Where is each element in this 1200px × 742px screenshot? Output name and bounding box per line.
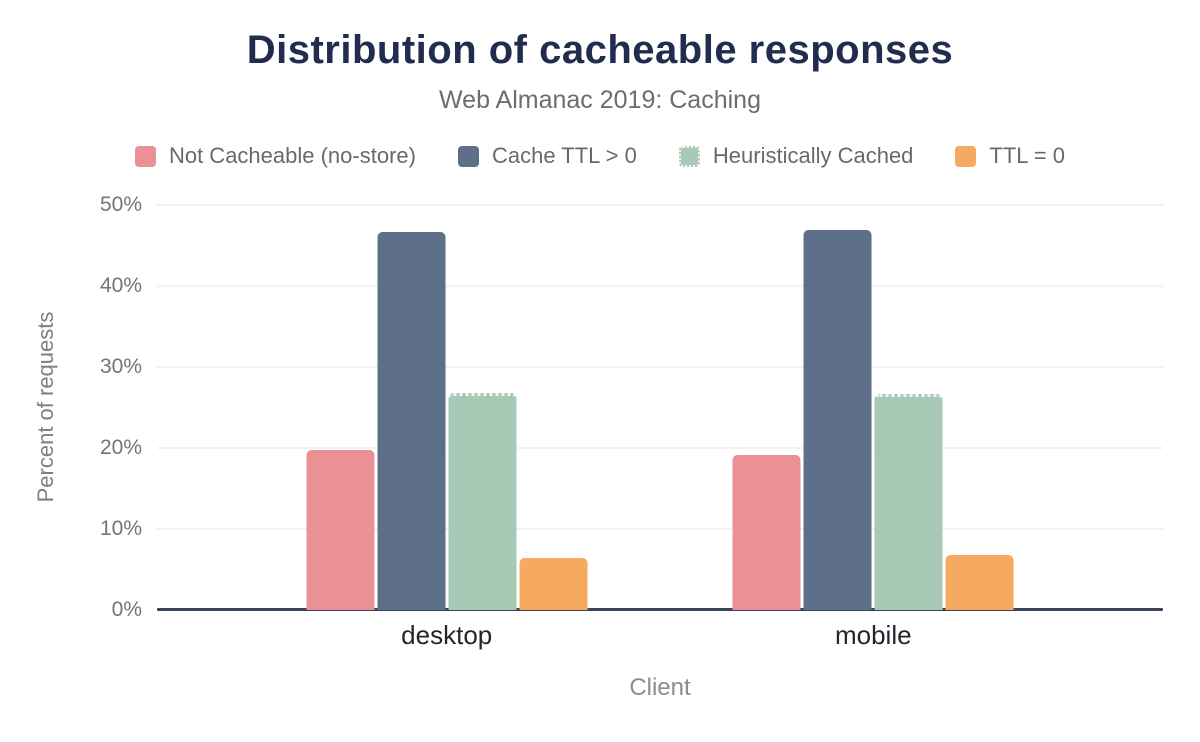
legend-label: Cache TTL > 0 — [491, 143, 637, 168]
legend: Not Cacheable (no-store) Cache TTL > 0 Heu… — [0, 143, 1200, 169]
legend-swatch-icon — [134, 145, 156, 167]
y-tick-label: 30% — [99, 355, 142, 378]
x-category-label-desktop: desktop — [401, 620, 493, 650]
gridline — [157, 285, 1163, 287]
y-tick-label: 0% — [111, 598, 142, 621]
y-axis-ticks: 0% 10% 20% 30% 40% 50% — [2, 193, 142, 621]
legend-label: Not Cacheable (no-store) — [168, 143, 416, 168]
chart-title: Distribution of cacheable responses — [246, 28, 954, 72]
bar-mobile-series-0 — [732, 455, 801, 610]
gridline — [157, 447, 1163, 449]
y-tick-label: 40% — [99, 274, 142, 297]
bar-desktop-series-0 — [306, 449, 375, 610]
legend-item-1: Cache TTL > 0 — [457, 143, 637, 169]
bar-desktop-series-1 — [377, 231, 446, 610]
bar-mobile-series-2 — [874, 393, 943, 610]
legend-item-0: Not Cacheable (no-store) — [134, 143, 416, 169]
x-axis-line — [157, 608, 1163, 611]
x-axis-title: Client — [629, 674, 691, 701]
x-axis-labels: desktop mobile — [157, 620, 1163, 650]
gridline — [157, 366, 1163, 368]
y-tick-label: 20% — [99, 436, 142, 459]
bar-mobile-series-3 — [945, 554, 1014, 610]
legend-item-2: Heuristically Cached — [678, 143, 914, 169]
gridline — [157, 204, 1163, 206]
bar-desktop-series-2 — [448, 392, 517, 610]
x-category-label-mobile: mobile — [834, 620, 912, 650]
legend-label: Heuristically Cached — [712, 143, 914, 168]
bar-desktop-series-3 — [519, 558, 588, 610]
legend-swatch-icon — [955, 145, 977, 167]
bar-group-desktop — [306, 205, 588, 610]
y-tick-label: 50% — [99, 193, 142, 216]
bar-group-mobile — [732, 205, 1014, 610]
bar-mobile-series-1 — [803, 230, 872, 610]
legend-label: TTL = 0 — [989, 143, 1066, 168]
legend-swatch-icon — [457, 145, 479, 167]
plot-area: 0% 10% 20% 30% 40% 50% desktop mobile Client — [100, 193, 1163, 701]
gridline — [157, 528, 1163, 530]
chart-subtitle: Web Almanac 2019: Caching — [439, 86, 761, 114]
y-tick-label: 10% — [99, 517, 142, 540]
legend-swatch-icon — [678, 145, 700, 167]
legend-item-3: TTL = 0 — [955, 143, 1065, 169]
